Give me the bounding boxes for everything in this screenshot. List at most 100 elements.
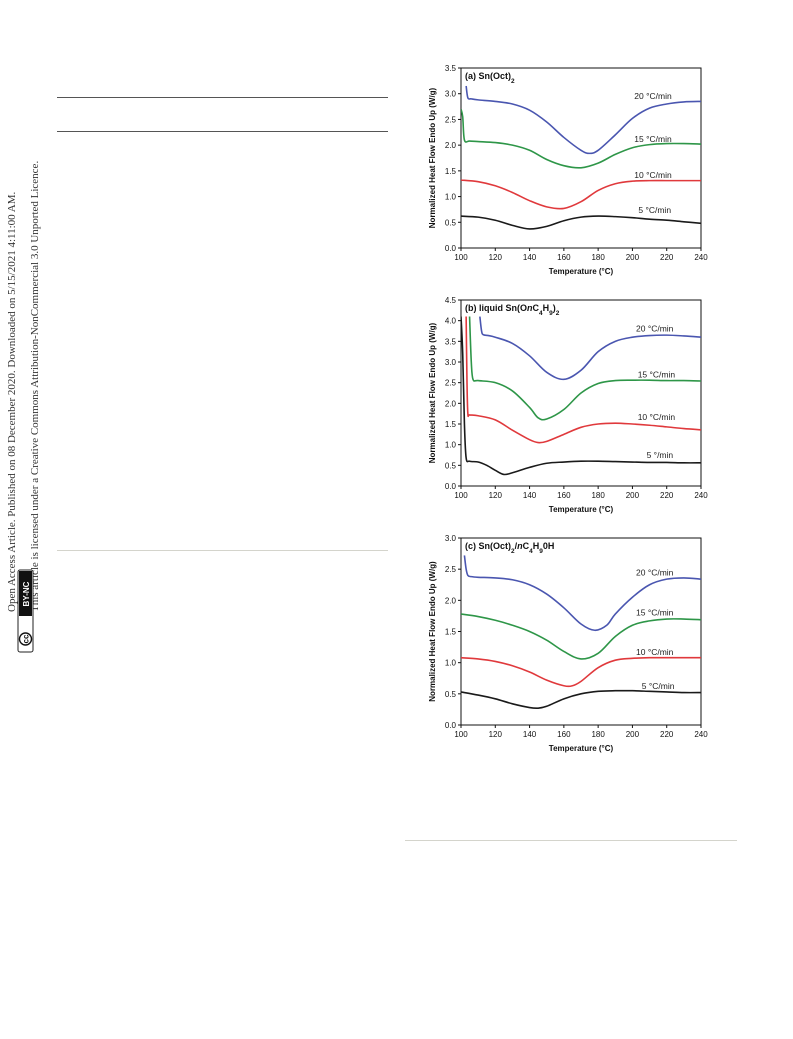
x-axis-label: Temperature (°C) xyxy=(549,267,614,276)
series-line-20 xyxy=(465,85,701,155)
y-tick-label: 1.0 xyxy=(445,193,457,202)
series-line-15 xyxy=(461,613,701,660)
plot-frame xyxy=(460,299,702,487)
y-tick-label: 3.0 xyxy=(445,358,457,367)
x-tick-label: 240 xyxy=(694,730,708,739)
x-tick-label: 140 xyxy=(523,491,537,500)
license-line-2: This article is licensed under a Creativ… xyxy=(29,161,41,612)
y-tick-label: 2.5 xyxy=(445,115,457,124)
y-axis-label: Normalized Heat Flow Endo Up (W/g) xyxy=(428,561,437,702)
series-line-20 xyxy=(463,555,701,632)
y-tick-label: 1.5 xyxy=(445,167,457,176)
y-axis-ticks: 0.0 0.5 1.0 1.5 2.0 2.5 3.0 xyxy=(445,534,461,730)
series-line-10 xyxy=(461,179,701,210)
x-tick-label: 160 xyxy=(557,730,571,739)
y-tick-label: 0.0 xyxy=(445,482,457,491)
x-tick-label: 100 xyxy=(454,253,468,262)
y-tick-label: 1.5 xyxy=(445,628,457,637)
y-tick-label: 1.5 xyxy=(445,420,457,429)
x-tick-label: 180 xyxy=(591,253,605,262)
series-label-20: 20 °C/min xyxy=(636,323,674,333)
series-line-15 xyxy=(468,316,701,421)
x-tick-label: 100 xyxy=(454,730,468,739)
x-tick-label: 120 xyxy=(489,253,503,262)
y-tick-label: 0.5 xyxy=(445,218,457,227)
y-tick-label: 3.0 xyxy=(445,534,457,543)
by-nc-label: BY-NC xyxy=(22,581,31,606)
y-tick-label: 0.5 xyxy=(445,461,457,470)
series-label-15: 15 °C/min xyxy=(636,607,674,617)
y-tick-label: 1.0 xyxy=(445,659,457,668)
series-label-5: 5 °/min xyxy=(647,450,674,460)
series-label-5: 5 °C/min xyxy=(638,205,671,215)
chart-panel-a: 100 120 140 160 180 200 220 240 0.0 0.5 1.0 1.5 2.0 2… xyxy=(425,60,725,285)
x-tick-label: 200 xyxy=(626,730,640,739)
y-tick-label: 3.0 xyxy=(445,90,457,99)
series-label-10: 10 °C/min xyxy=(638,412,676,422)
table-top-rule xyxy=(57,97,388,98)
x-tick-label: 240 xyxy=(694,491,708,500)
x-tick-label: 160 xyxy=(557,253,571,262)
y-tick-label: 2.5 xyxy=(445,565,457,574)
dsc-chart-a: 100 120 140 160 180 200 220 240 0.0 0.5 1.0 1.5 2.0 2… xyxy=(428,64,708,276)
y-tick-label: 2.0 xyxy=(445,596,457,605)
series-label-15: 15 °C/min xyxy=(638,370,676,380)
table-header-rule xyxy=(57,131,388,132)
x-axis-ticks: 100 120 140 160 180 200 220 240 xyxy=(454,248,708,262)
y-axis-label: Normalized Heat Flow Endo Up (W/g) xyxy=(428,87,437,228)
x-tick-label: 180 xyxy=(591,730,605,739)
x-tick-label: 120 xyxy=(489,491,503,500)
series-line-5 xyxy=(461,689,701,710)
x-axis-ticks: 100 120 140 160 180 200 220 240 xyxy=(454,486,708,500)
panel-title: (c) Sn(Oct)2/nC4H90H xyxy=(465,541,554,555)
y-tick-label: 2.5 xyxy=(445,379,457,388)
x-axis-ticks: 100 120 140 160 180 200 220 240 xyxy=(454,725,708,739)
x-tick-label: 220 xyxy=(660,491,674,500)
series-label-15: 15 °C/min xyxy=(634,134,672,144)
x-tick-label: 220 xyxy=(660,730,674,739)
series-label-10: 10 °C/min xyxy=(634,170,672,180)
y-tick-label: 4.5 xyxy=(445,296,457,305)
y-tick-label: 2.0 xyxy=(445,399,457,408)
series-line-5 xyxy=(461,215,701,230)
series-line-10 xyxy=(465,316,701,444)
series-line-20 xyxy=(479,316,701,381)
plot-frame xyxy=(460,67,702,249)
cc-license-badge: cc BY-NC xyxy=(17,569,34,653)
right-column-rule xyxy=(405,840,737,841)
y-tick-label: 3.5 xyxy=(445,337,457,346)
panel-title: (b) liquid Sn(OnC4H9)2 xyxy=(465,303,560,317)
series-label-20: 20 °C/min xyxy=(636,567,674,577)
series-line-10 xyxy=(461,656,701,688)
dsc-chart-b: 100 120 140 160 180 200 220 240 0.0 0.5 1.0 1.5 2.0 2… xyxy=(428,296,708,514)
y-tick-label: 0.5 xyxy=(445,690,457,699)
series-label-10: 10 °C/min xyxy=(636,647,674,657)
y-axis-label: Normalized Heat Flow Endo Up (W/g) xyxy=(428,322,437,463)
x-tick-label: 200 xyxy=(626,491,640,500)
x-axis-label: Temperature (°C) xyxy=(549,744,614,753)
series-line-15 xyxy=(461,108,701,169)
chart-panel-c: 100 120 140 160 180 200 220 240 0.0 0.5 1.0 1.5 2.0 2… xyxy=(425,530,725,765)
x-tick-label: 140 xyxy=(523,253,537,262)
x-tick-label: 120 xyxy=(489,730,503,739)
x-axis-label: Temperature (°C) xyxy=(549,505,614,514)
side-license-note: Open Access Article. Published on 08 Dec… xyxy=(0,0,60,1039)
y-tick-label: 0.0 xyxy=(445,721,457,730)
x-tick-label: 100 xyxy=(454,491,468,500)
x-tick-label: 220 xyxy=(660,253,674,262)
dsc-chart-c: 100 120 140 160 180 200 220 240 0.0 0.5 1.0 1.5 2.0 2… xyxy=(428,534,708,753)
y-tick-label: 1.0 xyxy=(445,441,457,450)
y-tick-label: 3.5 xyxy=(445,64,457,73)
y-tick-label: 0.0 xyxy=(445,244,457,253)
x-tick-label: 140 xyxy=(523,730,537,739)
y-tick-label: 2.0 xyxy=(445,141,457,150)
y-axis-ticks: 0.0 0.5 1.0 1.5 2.0 2.5 3.0 3.5 xyxy=(445,64,461,253)
x-tick-label: 200 xyxy=(626,253,640,262)
y-tick-label: 4.0 xyxy=(445,317,457,326)
series-line-5 xyxy=(461,316,701,476)
table-bottom-rule xyxy=(57,550,388,551)
x-tick-label: 240 xyxy=(694,253,708,262)
license-line-1: Open Access Article. Published on 08 Dec… xyxy=(6,191,18,612)
cc-icon: cc xyxy=(22,634,31,643)
series-label-5: 5 °C/min xyxy=(642,681,675,691)
